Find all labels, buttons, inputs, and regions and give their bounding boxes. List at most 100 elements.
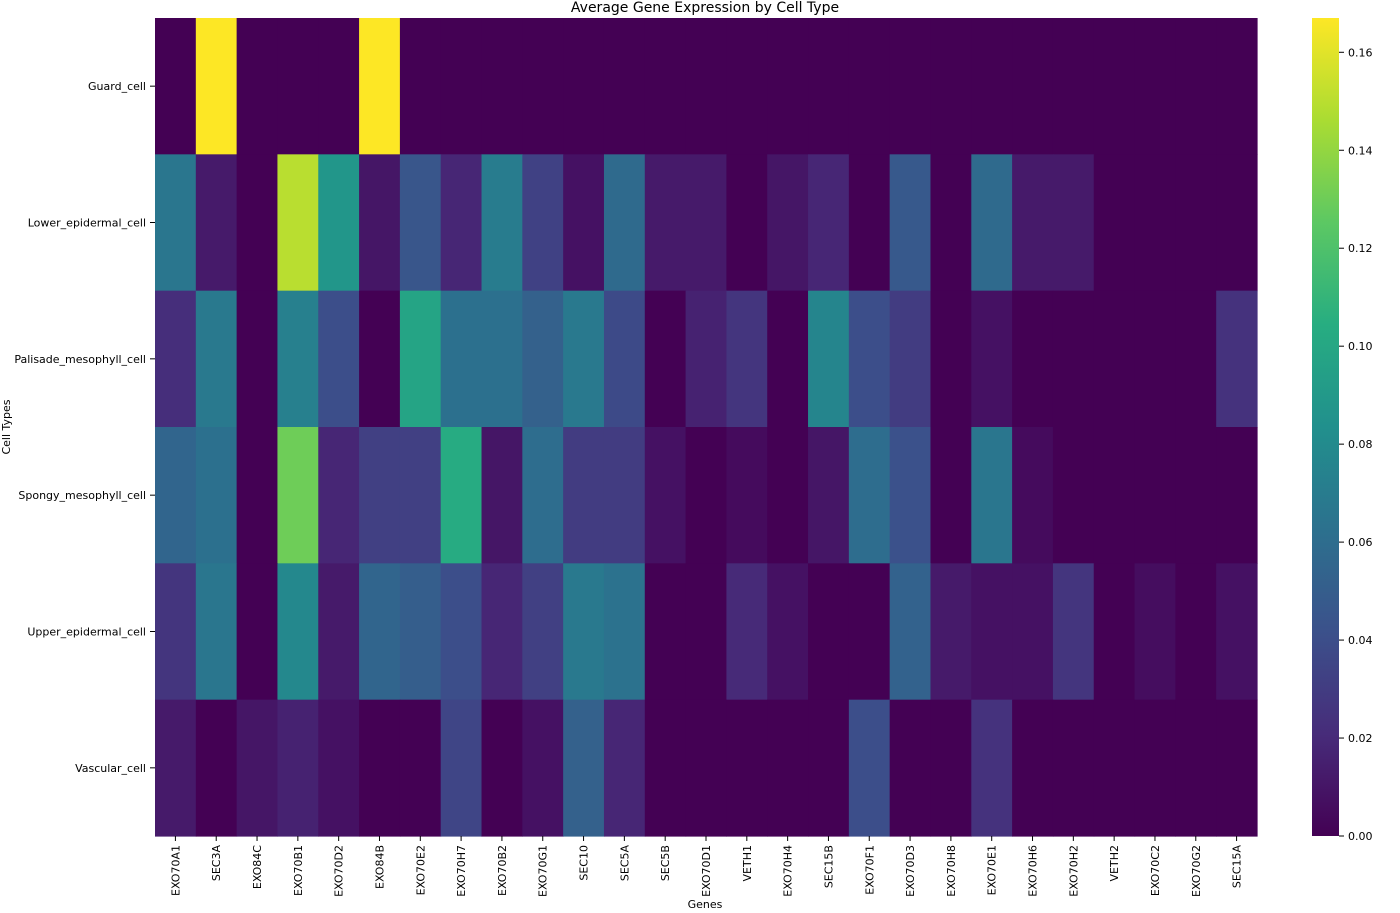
heatmap-cell xyxy=(726,563,768,701)
x-tick-label: EXO70D3 xyxy=(904,845,917,897)
heatmap-cell xyxy=(1134,18,1176,155)
heatmap-cell xyxy=(1134,290,1176,428)
heatmap-cell xyxy=(1175,427,1217,564)
heatmap-cell xyxy=(563,699,605,837)
heatmap-cell xyxy=(644,427,687,564)
heatmap-cell xyxy=(1175,154,1217,292)
heatmap-cell xyxy=(848,563,891,701)
heatmap-cell xyxy=(1175,699,1217,837)
heatmap-cell xyxy=(603,154,646,292)
heatmap-cell xyxy=(1093,18,1136,155)
heatmap-cell xyxy=(440,18,483,155)
heatmap-cell xyxy=(1134,427,1176,564)
heatmap-cell xyxy=(522,290,564,428)
x-tick-label: EXO70E2 xyxy=(414,845,427,895)
heatmap-cell xyxy=(767,290,809,428)
heatmap-cell xyxy=(1093,427,1136,564)
heatmap-cell xyxy=(1012,18,1054,155)
heatmap-cell xyxy=(195,427,238,564)
y-tick-label: Guard_cell xyxy=(88,80,146,93)
heatmap-cell xyxy=(685,563,727,701)
heatmap-cell xyxy=(195,290,238,428)
heatmap-cell xyxy=(603,563,646,701)
heatmap-cell xyxy=(236,427,279,564)
heatmap-cell xyxy=(318,563,360,701)
heatmap-cell xyxy=(359,154,401,292)
heatmap-cell xyxy=(359,699,401,837)
heatmap-cell xyxy=(563,154,605,292)
heatmap-cell xyxy=(1012,427,1054,564)
heatmap-cell xyxy=(685,699,727,837)
x-tick-label: EXO70G2 xyxy=(1190,845,1203,897)
heatmap-cell xyxy=(359,563,401,701)
heatmap-cell xyxy=(971,290,1013,428)
heatmap-cell xyxy=(767,18,809,155)
heatmap-cell xyxy=(848,154,891,292)
colorbar-tick-label: 0.12 xyxy=(1348,242,1373,255)
x-tick-label: EXO70G1 xyxy=(537,845,550,897)
heatmap-cell xyxy=(481,427,523,564)
x-tick-label: SEC15B xyxy=(822,845,835,888)
heatmap-cell xyxy=(971,154,1013,292)
x-tick-label: EXO84C xyxy=(251,845,264,889)
heatmap-cell xyxy=(767,427,809,564)
heatmap-cell xyxy=(930,563,972,701)
heatmap-cell xyxy=(1012,290,1054,428)
heatmap-cell xyxy=(685,18,727,155)
x-tick-label: VETH1 xyxy=(741,845,754,881)
heatmap-cell xyxy=(481,154,523,292)
x-tick-label: SEC10 xyxy=(578,845,591,881)
heatmap-cell xyxy=(277,290,319,428)
heatmap-cell xyxy=(930,154,972,292)
heatmap-cells xyxy=(155,18,1258,837)
heatmap-cell xyxy=(971,18,1013,155)
heatmap-cell xyxy=(603,427,646,564)
heatmap-cell xyxy=(277,427,319,564)
heatmap-cell xyxy=(644,154,687,292)
heatmap-cell xyxy=(1175,563,1217,701)
heatmap-cell xyxy=(644,18,687,155)
heatmap-cell xyxy=(726,290,768,428)
heatmap-cell xyxy=(644,290,687,428)
colorbar-tick-label: 0.08 xyxy=(1348,438,1373,451)
x-tick-label: EXO70H7 xyxy=(455,845,468,897)
heatmap-cell xyxy=(1093,290,1136,428)
heatmap-cell xyxy=(481,290,523,428)
heatmap-cell xyxy=(1052,154,1095,292)
heatmap-cell xyxy=(1175,18,1217,155)
colorbar-tick-label: 0.02 xyxy=(1348,732,1373,745)
heatmap-cell xyxy=(1134,563,1176,701)
heatmap-cell xyxy=(155,563,197,701)
x-tick-label: EXO70D2 xyxy=(333,845,346,897)
heatmap-cell xyxy=(195,699,238,837)
heatmap-cell xyxy=(440,563,483,701)
heatmap-cell xyxy=(195,563,238,701)
heatmap-cell xyxy=(1216,699,1258,837)
x-tick-label: SEC5A xyxy=(618,845,631,882)
heatmap-cell xyxy=(726,154,768,292)
heatmap-cell xyxy=(481,699,523,837)
heatmap-cell xyxy=(236,154,279,292)
x-tick-label: EXO70H8 xyxy=(945,845,958,897)
heatmap-cell xyxy=(1012,563,1054,701)
heatmap-cell xyxy=(644,563,687,701)
heatmap-cell xyxy=(318,290,360,428)
heatmap-cell xyxy=(563,290,605,428)
x-tick-label: EXO70H6 xyxy=(1027,845,1040,897)
heatmap-cell xyxy=(1052,563,1095,701)
heatmap-cell xyxy=(971,699,1013,837)
x-tick-label: EXO70C2 xyxy=(1149,845,1162,896)
x-tick-label: EXO70B1 xyxy=(292,845,305,896)
heatmap-cell xyxy=(889,18,932,155)
heatmap-cell xyxy=(440,154,483,292)
heatmap-cell xyxy=(522,563,564,701)
x-tick-label: VETH2 xyxy=(1108,845,1121,881)
heatmap-cell xyxy=(889,427,932,564)
heatmap-cell xyxy=(399,154,442,292)
heatmap-cell xyxy=(726,427,768,564)
heatmap-cell xyxy=(1012,154,1054,292)
heatmap-cell xyxy=(318,18,360,155)
heatmap-cell xyxy=(1093,699,1136,837)
heatmap-cell xyxy=(1093,563,1136,701)
